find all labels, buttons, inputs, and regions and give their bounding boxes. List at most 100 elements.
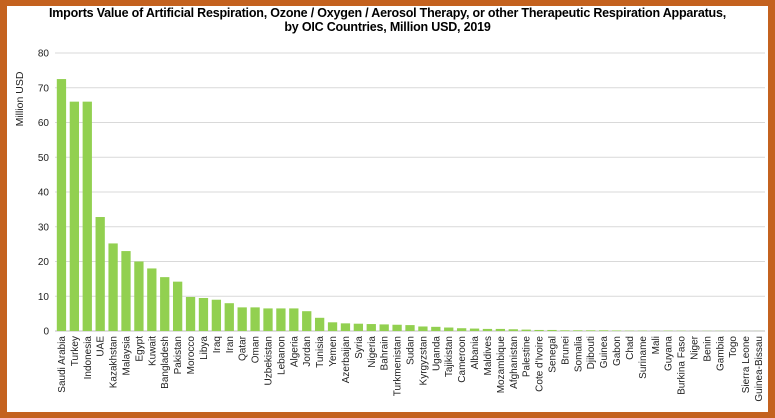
x-tick-label: Bahrain bbox=[380, 336, 391, 370]
x-tick-label: Nigeria bbox=[367, 336, 378, 368]
y-tick-label: 50 bbox=[38, 153, 50, 164]
x-tick-label: Turkey bbox=[70, 336, 81, 366]
x-tick-label: Cameroon bbox=[457, 336, 468, 383]
y-tick-label: 40 bbox=[38, 188, 50, 199]
bar-gabon bbox=[611, 330, 622, 331]
bar-indonesia bbox=[82, 101, 92, 332]
x-tick-label: Iraq bbox=[212, 336, 223, 353]
x-tick-label: Sierra Leone bbox=[741, 336, 752, 394]
bar-mozambique bbox=[495, 328, 506, 331]
y-tick-label: 30 bbox=[38, 222, 50, 233]
x-tick-label: Qatar bbox=[238, 335, 249, 361]
bar-uganda bbox=[431, 326, 441, 331]
bar-cameroon bbox=[456, 328, 467, 331]
bar-oman bbox=[250, 307, 260, 331]
bar-brunei bbox=[560, 330, 570, 331]
x-tick-label: Tajikistan bbox=[444, 336, 455, 377]
x-tick-label: Gabon bbox=[612, 336, 623, 366]
bar-jordan bbox=[302, 311, 312, 331]
x-tick-label: Sudan bbox=[406, 336, 417, 365]
bar-kuwait bbox=[147, 268, 157, 331]
x-tick-label: Kazakhstan bbox=[109, 336, 120, 388]
x-tick-label: UAE bbox=[96, 336, 107, 357]
bar-turkmenistan bbox=[392, 324, 402, 331]
x-tick-label: Libya bbox=[199, 336, 210, 360]
x-tick-label: Togo bbox=[728, 336, 739, 358]
bar-iran bbox=[224, 303, 234, 331]
bar-tunisia bbox=[314, 317, 325, 331]
x-tick-label: Kyrgyzstan bbox=[418, 336, 429, 385]
x-tick-label: Brunei bbox=[560, 336, 571, 365]
x-tick-label: Guinea bbox=[599, 336, 610, 369]
bar-cote-d-ivoire bbox=[534, 329, 544, 331]
x-tick-label: Bangladesh bbox=[160, 336, 171, 389]
bar-bangladesh bbox=[160, 277, 170, 331]
bar-nigeria bbox=[366, 324, 376, 331]
x-tick-label: Jordan bbox=[302, 336, 313, 367]
x-tick-label: Guyana bbox=[664, 336, 675, 371]
bar-libya bbox=[198, 297, 209, 331]
x-tick-label: Guinea-Bissau bbox=[754, 336, 765, 402]
bar-maldives bbox=[482, 328, 493, 331]
bar-saudi-arabia bbox=[56, 79, 67, 331]
y-tick-labels: 0 10 20 30 40 50 60 70 80 bbox=[38, 49, 50, 338]
bar-kazakhstan bbox=[108, 243, 118, 331]
x-tick-label: Maldives bbox=[483, 336, 494, 375]
bar-guinea bbox=[598, 330, 609, 331]
x-tick-label: Senegal bbox=[548, 336, 559, 373]
x-tick-label: Somalia bbox=[573, 336, 584, 373]
bar-uae bbox=[95, 217, 105, 331]
bar-lebanon bbox=[276, 308, 286, 331]
bar-pakistan bbox=[172, 281, 183, 331]
x-tick-label: Uzbekistan bbox=[264, 336, 275, 385]
x-tick-label: Azerbaijan bbox=[341, 336, 352, 383]
y-tick-label: 60 bbox=[38, 118, 50, 129]
bar-senegal bbox=[547, 329, 557, 331]
y-axis-title: Million USD bbox=[14, 71, 26, 126]
x-tick-label: Lebanon bbox=[276, 336, 287, 375]
x-tick-label: Chad bbox=[625, 336, 636, 360]
bar-chart: Saudi Arabia Turkey Indonesia UAE Kazakhstan… bbox=[14, 49, 765, 402]
bar-yemen bbox=[327, 322, 338, 331]
chart-title-line1: Imports Value of Artificial Respiration,… bbox=[49, 6, 726, 20]
x-tick-label: Algeria bbox=[289, 336, 300, 368]
bar-egypt bbox=[134, 261, 144, 331]
bar-somalia bbox=[573, 330, 583, 331]
y-tick-label: 70 bbox=[38, 83, 50, 94]
x-tick-label: Djibouti bbox=[586, 336, 597, 369]
x-tick-label: Egypt bbox=[134, 336, 145, 362]
bar-malaysia bbox=[121, 251, 131, 331]
bar-qatar bbox=[237, 307, 247, 331]
bar-azerbaijan bbox=[340, 323, 351, 331]
x-tick-label: Oman bbox=[251, 336, 262, 363]
bar-sudan bbox=[405, 325, 415, 331]
x-tick-label: Turkmenistan bbox=[393, 336, 404, 396]
y-tick-label: 20 bbox=[38, 257, 50, 268]
chart-frame: Imports Value of Artificial Respiration,… bbox=[7, 6, 768, 412]
x-tick-label: Cote d'Ivoire bbox=[535, 336, 546, 392]
x-tick-label: Gambia bbox=[715, 336, 726, 371]
y-tick-label: 0 bbox=[43, 327, 49, 338]
bar-turkey bbox=[69, 101, 80, 332]
bars bbox=[56, 79, 764, 332]
x-tick-label: Uganda bbox=[431, 336, 442, 371]
bar-palestine bbox=[521, 329, 531, 331]
x-tick-label: Pakistan bbox=[173, 336, 184, 374]
y-tick-label: 80 bbox=[38, 49, 50, 60]
x-tick-label: Mozambique bbox=[496, 336, 507, 394]
bar-tajikistan bbox=[444, 327, 454, 331]
x-tick-label: Morocco bbox=[186, 336, 197, 375]
bar-kyrgyzstan bbox=[418, 326, 428, 331]
x-tick-label: Malaysia bbox=[122, 336, 133, 376]
bar-afghanistan bbox=[508, 329, 518, 331]
x-tick-label: Tunisia bbox=[315, 336, 326, 368]
x-tick-label: Afghanistan bbox=[509, 336, 520, 389]
x-tick-label: Palestine bbox=[522, 336, 533, 378]
bar-albania bbox=[469, 328, 480, 331]
bar-uzbekistan bbox=[263, 308, 273, 331]
bar-djibouti bbox=[586, 330, 596, 331]
x-tick-label: Syria bbox=[354, 336, 365, 359]
x-tick-label: Benin bbox=[702, 336, 713, 362]
x-tick-label: Indonesia bbox=[83, 336, 94, 380]
bar-syria bbox=[353, 323, 364, 331]
